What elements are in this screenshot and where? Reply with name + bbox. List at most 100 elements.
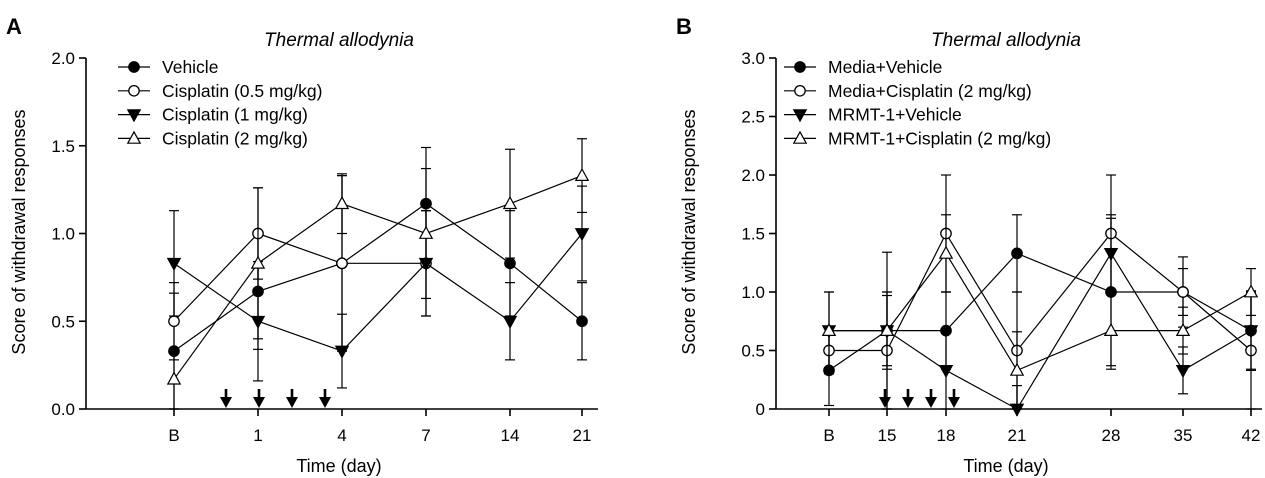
panel-a-x-tick-label: 21	[573, 426, 592, 445]
panel-b-data-point	[1103, 322, 1119, 337]
panel-b-x-tick-label: 18	[937, 426, 956, 445]
panel-a-data-point	[502, 315, 518, 329]
panel-b-data-point	[1011, 247, 1023, 260]
panel-a-x-tick-label: 7	[421, 426, 430, 445]
panel-a-letter: A	[6, 14, 22, 39]
panel-b-data-point	[1177, 286, 1189, 298]
panel-a-y-tick-label: 1.0	[51, 225, 75, 244]
panel-a-data-point	[574, 167, 590, 181]
panel-a-legend-item: Cisplatin (0.5 mg/kg)	[118, 81, 322, 101]
panel-b-data-point	[1175, 322, 1191, 337]
panel-a-data-point	[334, 345, 350, 359]
panel-a-legend-label: Cisplatin (0.5 mg/kg)	[162, 81, 322, 101]
panel-b-x-axis-label: Time (day)	[963, 456, 1048, 476]
panel-a-series-1	[168, 146, 588, 410]
panel-b-legend-marker	[794, 61, 806, 73]
panel-a-legend-label: Vehicle	[162, 57, 218, 77]
panel-b-legend-label: MRMT-1+Vehicle	[828, 105, 962, 125]
panel-a-data-point	[504, 257, 516, 270]
panel-a-injection-arrow	[286, 389, 298, 408]
panel-b-data-point	[938, 364, 954, 379]
panel-b-legend-label: MRMT-1+Cisplatin (2 mg/kg)	[828, 128, 1051, 148]
panel-a-x-tick-label: 4	[337, 426, 346, 445]
panel-a-y-axis-label: Score of withdrawal responses	[9, 109, 29, 354]
panel-b-y-axis-label: Score of withdrawal responses	[679, 109, 699, 354]
panel-a-series-4	[166, 138, 590, 410]
panel-b-y-tick-label: 2.5	[741, 108, 765, 127]
panel-a-data-point	[166, 257, 182, 272]
panel-b-legend-label: Media+Cisplatin (2 mg/kg)	[828, 81, 1032, 101]
panel-b-legend-marker	[792, 109, 808, 123]
panel-a-arrow-head	[253, 397, 265, 408]
panel-a-legend-marker	[128, 84, 140, 97]
panel-b-x-tick-label: 15	[878, 426, 897, 445]
panel-a-x-tick-label: 1	[253, 426, 262, 445]
panel-b-legend-item: Media+Cisplatin (2 mg/kg)	[784, 81, 1032, 101]
panel-a-data-point	[418, 225, 434, 239]
panel-a-data-point	[250, 255, 266, 269]
panel-b-data-point	[1243, 325, 1259, 339]
panel-a-series-line	[173, 202, 583, 352]
panel-a-series-line	[173, 175, 583, 380]
panel-a-legend-marker	[126, 109, 142, 123]
panel-b-letter: B	[676, 14, 692, 39]
panel-b-data-point	[879, 322, 895, 337]
panel-b-data-point	[1103, 247, 1119, 262]
panel-b-title: Thermal allodynia	[931, 30, 1081, 51]
panel-b-y-tick-label: 0.5	[741, 342, 765, 361]
panel-b-arrow-head	[948, 397, 960, 408]
panel-b-data-point	[1009, 362, 1025, 376]
panel-a-x-tick-label: B	[168, 426, 179, 445]
panel-a-data-point	[336, 257, 348, 270]
panel-b-x-tick-label: 42	[1242, 426, 1261, 445]
panel-b-injection-arrow	[925, 389, 937, 408]
panel-a-y-tick-label: 1.5	[51, 137, 75, 156]
panel-b-injection-arrow	[879, 389, 891, 408]
panel-a-arrow-head	[286, 397, 298, 408]
panel-b-arrow-head	[925, 397, 937, 408]
panel-b-x-tick-label: 21	[1008, 426, 1027, 445]
panel-b-injection-arrow	[902, 389, 914, 408]
panel-b-legend-item: MRMT-1+Cisplatin (2 mg/kg)	[784, 128, 1051, 148]
panel-a-legend-label: Cisplatin (1 mg/kg)	[162, 105, 308, 125]
panel-a-title: Thermal allodynia	[264, 30, 414, 51]
panel-b-legend-item: Media+Vehicle	[784, 57, 942, 77]
panel-b-legend-label: Media+Vehicle	[828, 57, 942, 77]
panel-a-data-point	[168, 315, 180, 328]
panel-b-legend-marker	[792, 130, 808, 144]
panel-a-legend-item: Cisplatin (2 mg/kg)	[118, 128, 308, 148]
panel-a: A Thermal allodynia Time (day) Score of …	[6, 14, 598, 476]
panel-b-x-tick-label: B	[823, 426, 834, 445]
panel-a-arrow-head	[319, 397, 331, 408]
panel-a-injection-arrow	[220, 389, 232, 408]
panel-a-legend-marker	[128, 61, 140, 73]
panel-b-data-point	[1175, 364, 1191, 379]
panel-b-series-3	[821, 214, 1259, 417]
panel-a-injection-arrow	[319, 389, 331, 408]
panel-b-injection-arrow	[948, 389, 960, 408]
panel-a-x-axis-label: Time (day)	[296, 456, 381, 476]
panel-b: B Thermal allodynia Time (day) Score of …	[676, 14, 1262, 476]
panel-a-injection-arrow	[253, 389, 265, 408]
panel-b-y-tick-label: 1.5	[741, 225, 765, 244]
panel-b-y-tick-label: 1.0	[741, 283, 765, 302]
panel-b-data-point	[821, 322, 837, 337]
panel-a-data-point	[574, 228, 590, 242]
panel-a-legend-marker	[126, 130, 142, 144]
panel-b-series-4	[821, 214, 1259, 410]
panel-b-legend-marker	[794, 84, 806, 97]
panel-b-x-tick-label: 35	[1174, 426, 1193, 445]
panel-b-legend-item: MRMT-1+Vehicle	[784, 105, 962, 125]
panel-a-data-point	[166, 371, 182, 385]
panel-b-data-point	[938, 245, 954, 259]
panel-b-data-point	[1243, 284, 1259, 298]
panel-a-y-tick-label: 0.0	[51, 400, 75, 419]
panel-a-arrow-head	[220, 397, 232, 408]
panel-b-y-tick-label: 3.0	[741, 49, 765, 68]
panel-a-y-tick-label: 0.5	[51, 312, 75, 331]
panel-a-data-point	[334, 195, 350, 210]
panel-b-y-tick-label: 2.0	[741, 166, 765, 185]
panel-a-legend-label: Cisplatin (2 mg/kg)	[162, 128, 308, 148]
panel-a-series-line	[173, 232, 426, 322]
